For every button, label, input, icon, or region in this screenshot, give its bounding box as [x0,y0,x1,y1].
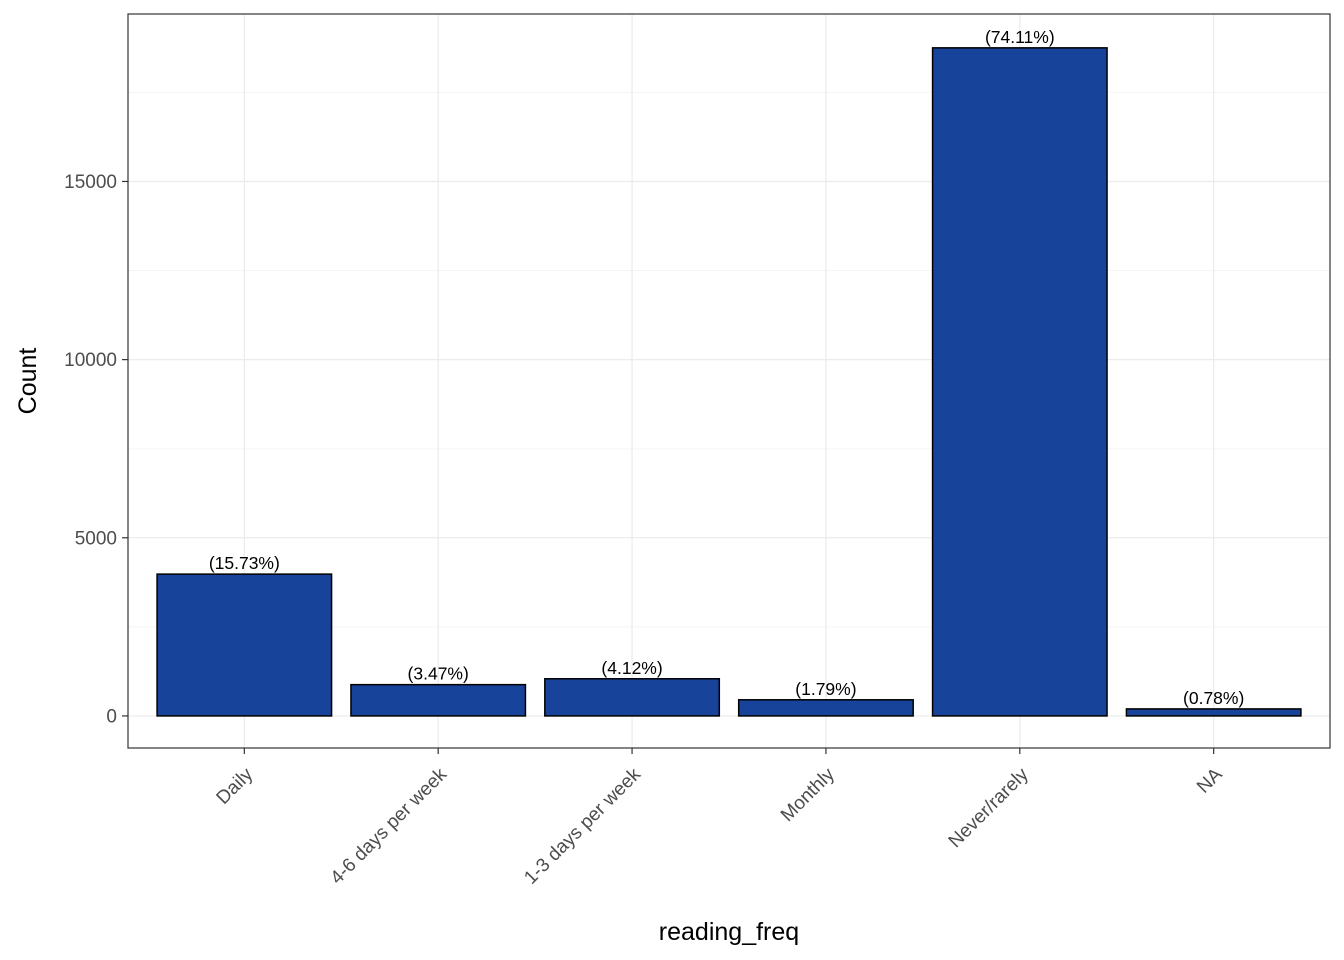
bar-data-label: (1.79%) [795,679,856,699]
y-tick-label: 5000 [75,528,117,549]
minor-gridlines [128,91,1330,628]
bar [1125,708,1302,717]
y-axis: 0 5000 10000 15000 [64,172,128,727]
bars [156,47,1302,717]
y-tick-label: 15000 [64,172,117,193]
bar [350,683,527,717]
y-tick-label: 10000 [64,350,117,371]
bar-data-labels: (15.73%) (3.47%) (4.12%) (1.79%) (74.11%) (0.… [209,27,1245,708]
bar-data-label: (4.12%) [601,658,662,678]
bar [156,573,333,717]
bar [544,678,721,717]
bar [737,699,914,717]
bar [931,47,1108,717]
panel-border [127,13,1331,749]
bar-data-label: (15.73%) [209,553,280,573]
bar-data-label: (74.11%) [985,27,1055,47]
x-axis-title: reading_freq [659,918,799,946]
y-axis-title: Count [14,348,42,415]
bar-data-label: (0.78%) [1183,688,1244,708]
bar-data-label: (3.47%) [408,664,469,684]
y-tick-label: 0 [106,706,117,727]
